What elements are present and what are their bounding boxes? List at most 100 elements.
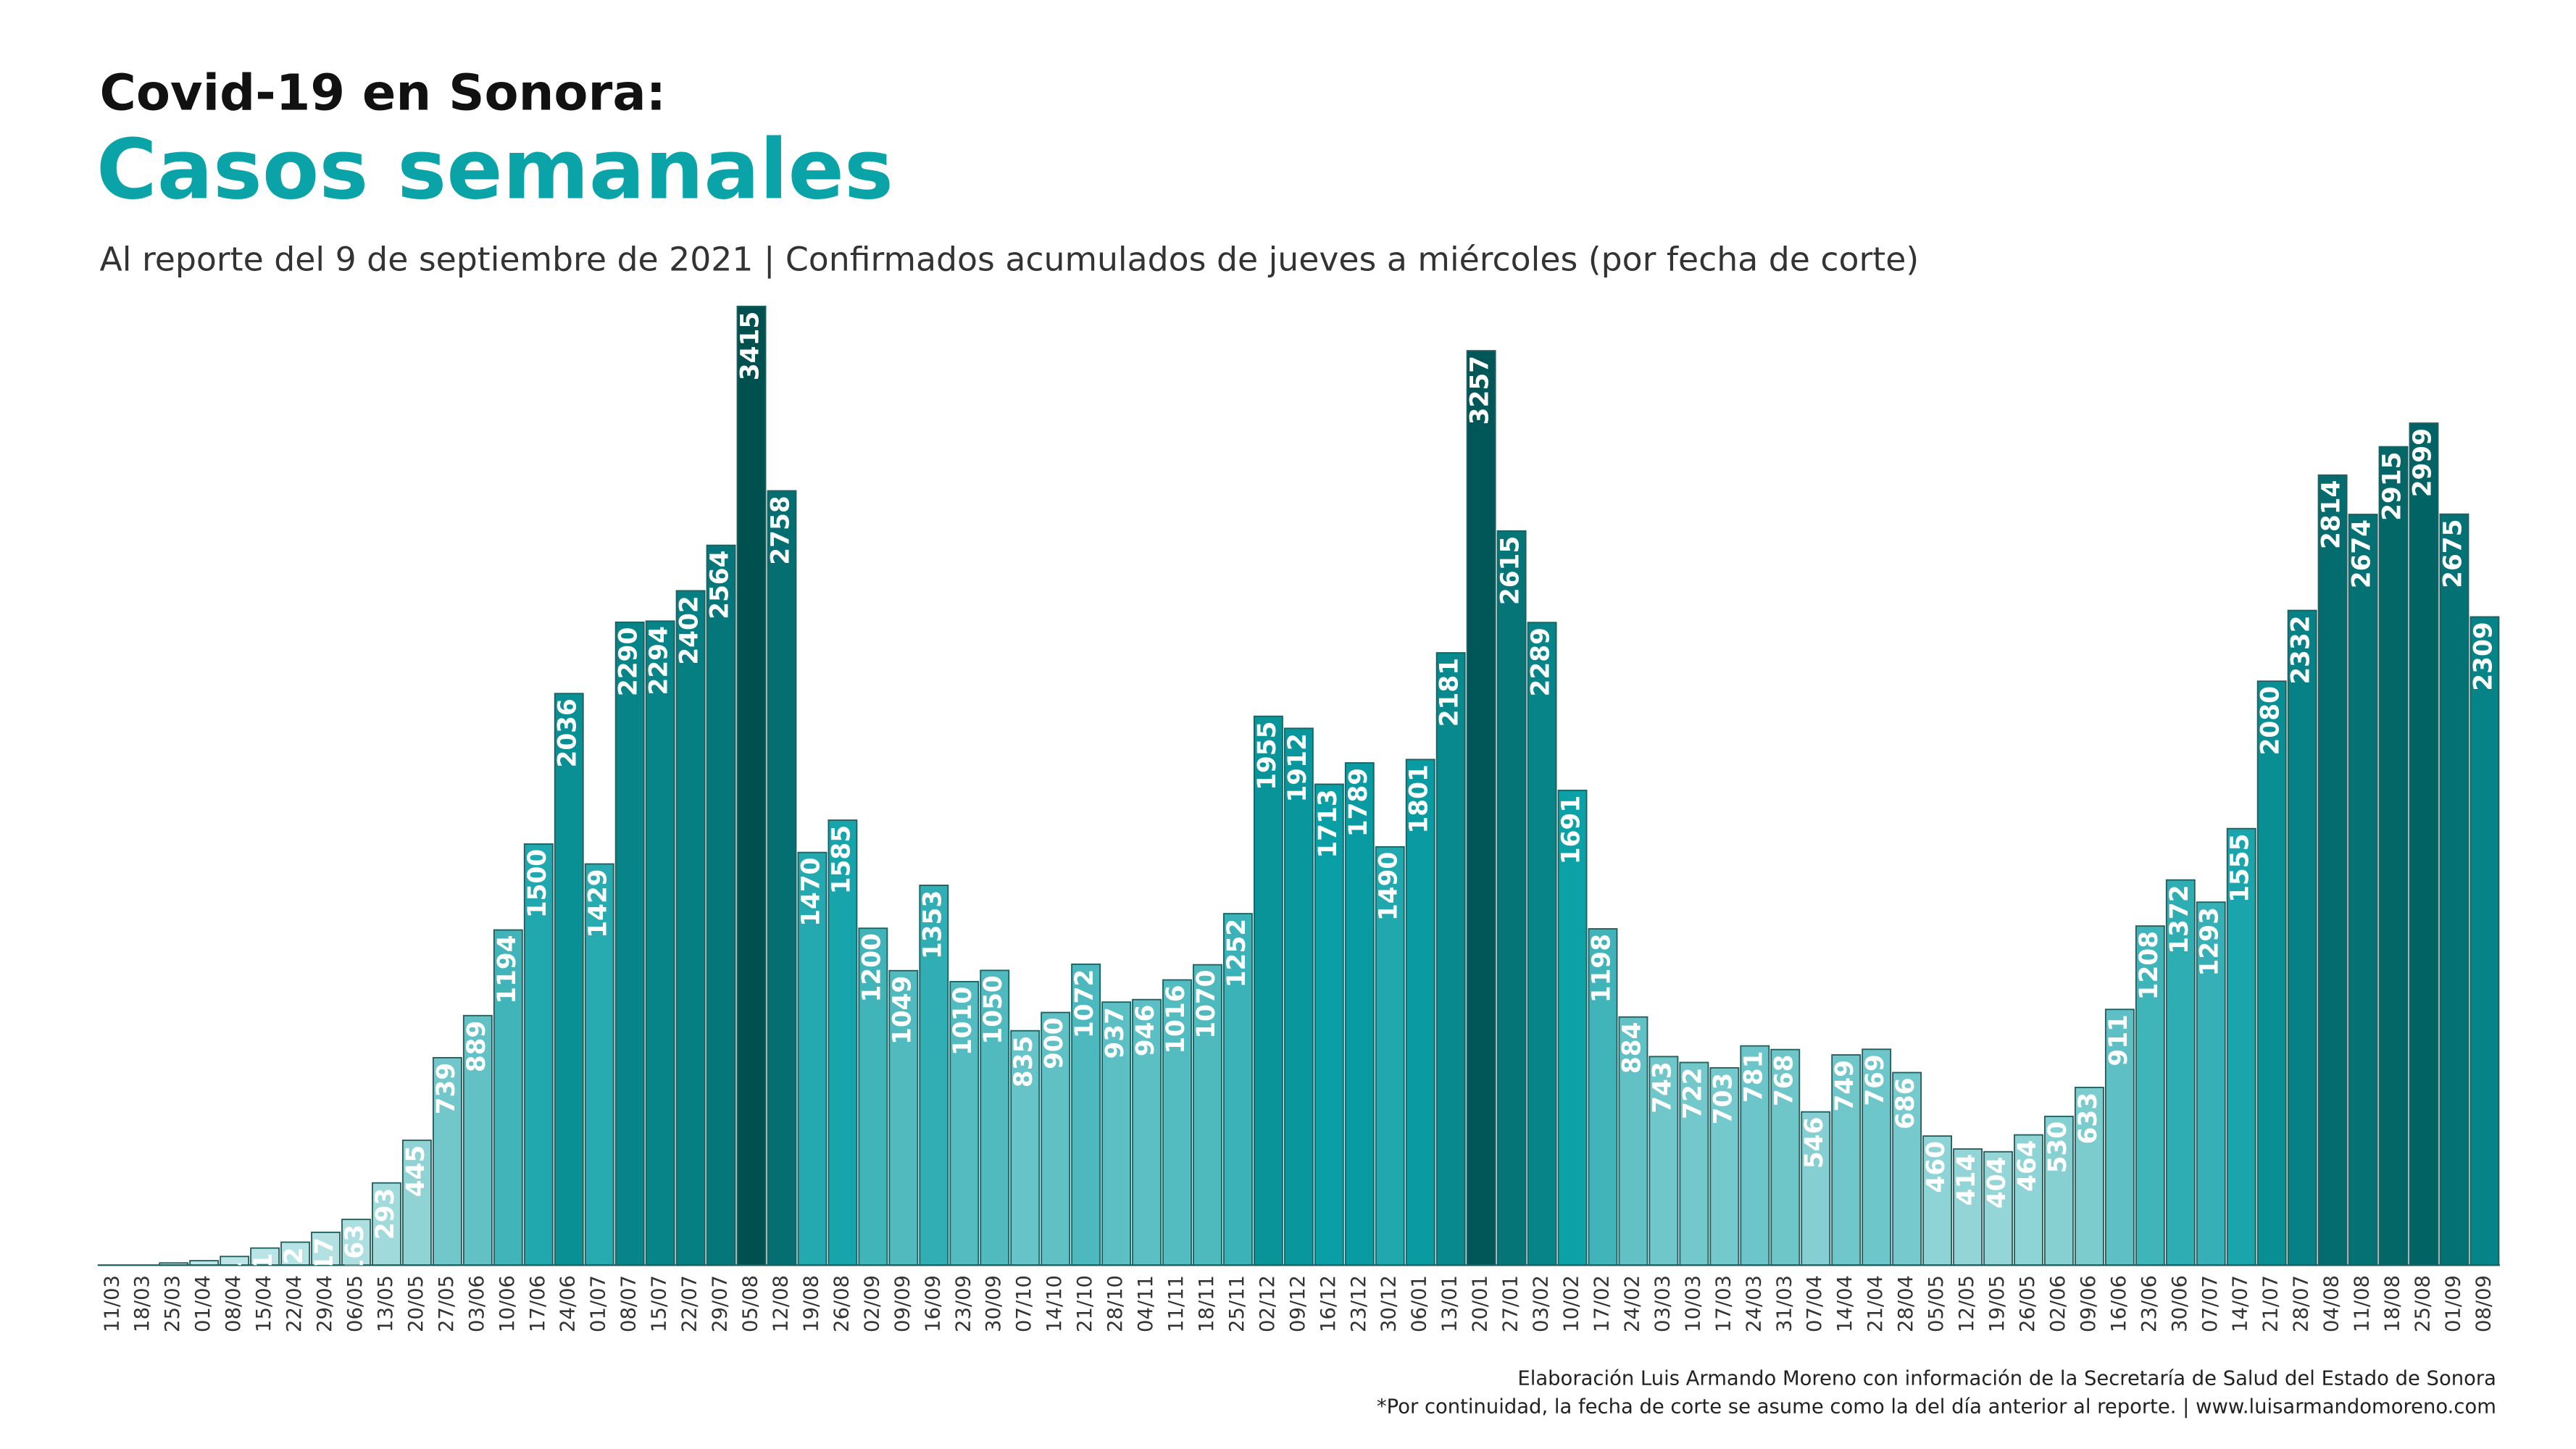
value-label: 3257 xyxy=(1466,356,1495,425)
x-tick-label: 04/08 xyxy=(2321,1275,2343,1332)
x-tick-label: 03/03 xyxy=(1651,1275,1674,1332)
bar xyxy=(1010,1030,1041,1266)
x-tick-label: 20/05 xyxy=(405,1275,428,1332)
value-label: 768 xyxy=(1770,1055,1798,1107)
bar xyxy=(2135,925,2165,1266)
bar xyxy=(1953,1148,1983,1266)
value-label: 1912 xyxy=(1283,733,1312,802)
x-tick-label: 30/09 xyxy=(983,1275,1005,1332)
x-tick-label: 21/07 xyxy=(2260,1275,2283,1332)
bar xyxy=(1740,1045,1770,1266)
value-label: 2402 xyxy=(675,596,704,664)
x-tick-label: 24/06 xyxy=(557,1275,580,1332)
x-tick-label: 06/05 xyxy=(344,1275,367,1332)
x-tick-label: 01/09 xyxy=(2442,1275,2464,1332)
value-label: 2036 xyxy=(554,698,583,767)
value-label: 464 xyxy=(2013,1140,2042,1192)
value-label: 2999 xyxy=(2409,428,2438,497)
bar xyxy=(1709,1066,1740,1266)
x-tick-label: 17/02 xyxy=(1591,1275,1613,1332)
value-label: 2294 xyxy=(645,626,674,695)
value-label: 2915 xyxy=(2378,451,2407,520)
bar xyxy=(462,1014,493,1266)
value-label: 2080 xyxy=(2256,686,2285,755)
x-tick-label: 03/06 xyxy=(466,1275,488,1332)
x-tick-label: 13/01 xyxy=(1439,1275,1462,1332)
bar xyxy=(858,927,888,1266)
x-tick-label: 26/08 xyxy=(830,1275,853,1332)
value-label: 1208 xyxy=(2135,931,2164,1000)
value-label: 937 xyxy=(1101,1007,1130,1059)
x-tick-label: 30/12 xyxy=(1378,1275,1401,1332)
value-label: 117 xyxy=(310,1237,339,1290)
x-tick-label: 08/04 xyxy=(222,1275,245,1332)
x-tick-label: 09/06 xyxy=(2077,1275,2100,1332)
bar xyxy=(888,969,919,1266)
value-label: 2564 xyxy=(706,551,735,619)
x-tick-label: 12/05 xyxy=(1956,1275,1978,1332)
x-tick-label: 18/03 xyxy=(131,1275,154,1332)
x-tick-label: 24/03 xyxy=(1743,1275,1765,1332)
x-tick-label: 16/09 xyxy=(922,1275,944,1332)
x-tick-label: 23/12 xyxy=(1348,1275,1370,1332)
value-label: 900 xyxy=(1040,1017,1069,1069)
x-tick-label: 28/04 xyxy=(1895,1275,1917,1332)
bars xyxy=(97,305,2500,1266)
x-tick-label: 23/06 xyxy=(2138,1275,2161,1332)
value-label: 1713 xyxy=(1314,789,1343,858)
value-label: 739 xyxy=(432,1063,461,1115)
value-label: 703 xyxy=(1709,1073,1738,1125)
bar xyxy=(706,544,736,1266)
bar xyxy=(1862,1048,1892,1266)
value-label: 404 xyxy=(1983,1157,2012,1209)
bar xyxy=(432,1056,462,1266)
x-tick-label: 09/09 xyxy=(891,1275,914,1332)
value-label: 1198 xyxy=(1587,934,1616,1003)
value-label: 1293 xyxy=(2196,907,2225,976)
bar xyxy=(1618,1016,1648,1266)
x-tick-label: 07/04 xyxy=(1804,1275,1826,1332)
value-label: 835 xyxy=(1009,1036,1038,1088)
x-tick-label: 06/01 xyxy=(1409,1275,1431,1332)
bar xyxy=(1527,622,1557,1266)
value-label: 546 xyxy=(1800,1117,1829,1169)
bar xyxy=(2014,1134,2043,1266)
x-axis: 11/03 18/03 25/03 01/04 08/04 15/04 22/04 29/04… xyxy=(101,1275,2495,1332)
bar xyxy=(1132,998,1162,1266)
bar xyxy=(2196,901,2226,1266)
value-label: 1194 xyxy=(493,935,522,1003)
chart-subtitle: Casos semanales xyxy=(96,122,893,218)
x-tick-label: 28/07 xyxy=(2291,1275,2313,1332)
x-tick-label: 14/04 xyxy=(1834,1275,1856,1332)
value-label: 1555 xyxy=(2226,834,2255,903)
bar xyxy=(736,305,767,1266)
x-tick-label: 22/04 xyxy=(283,1275,306,1332)
x-tick-label: 23/09 xyxy=(952,1275,975,1332)
x-tick-label: 07/07 xyxy=(2199,1275,2222,1332)
x-tick-label: 18/11 xyxy=(1196,1275,1218,1332)
bar xyxy=(1831,1054,1862,1266)
x-tick-label: 27/05 xyxy=(435,1275,458,1332)
bar xyxy=(2409,422,2439,1266)
x-tick-label: 11/11 xyxy=(1165,1275,1188,1332)
bar xyxy=(554,693,584,1266)
value-label: 769 xyxy=(1861,1054,1890,1106)
value-label: 2674 xyxy=(2348,519,2377,588)
bar xyxy=(523,843,554,1266)
value-label: 743 xyxy=(1648,1061,1677,1114)
x-tick-label: 31/03 xyxy=(1773,1275,1796,1332)
bar xyxy=(2439,513,2469,1266)
x-tick-label: 29/07 xyxy=(709,1275,732,1332)
x-tick-label: 14/07 xyxy=(2230,1275,2252,1332)
x-tick-label: 04/11 xyxy=(1135,1275,1157,1332)
x-tick-label: 29/04 xyxy=(314,1275,336,1332)
x-tick-label: 25/08 xyxy=(2412,1275,2435,1332)
x-tick-label: 08/09 xyxy=(2472,1275,2495,1332)
bar xyxy=(311,1232,341,1266)
x-tick-label: 15/07 xyxy=(649,1275,671,1332)
chart-title: Covid-19 en Sonora: xyxy=(100,64,667,122)
x-tick-label: 05/08 xyxy=(740,1275,762,1332)
x-tick-label: 30/06 xyxy=(2169,1275,2191,1332)
value-label: 2309 xyxy=(2469,622,2498,690)
x-tick-label: 12/08 xyxy=(770,1275,792,1332)
